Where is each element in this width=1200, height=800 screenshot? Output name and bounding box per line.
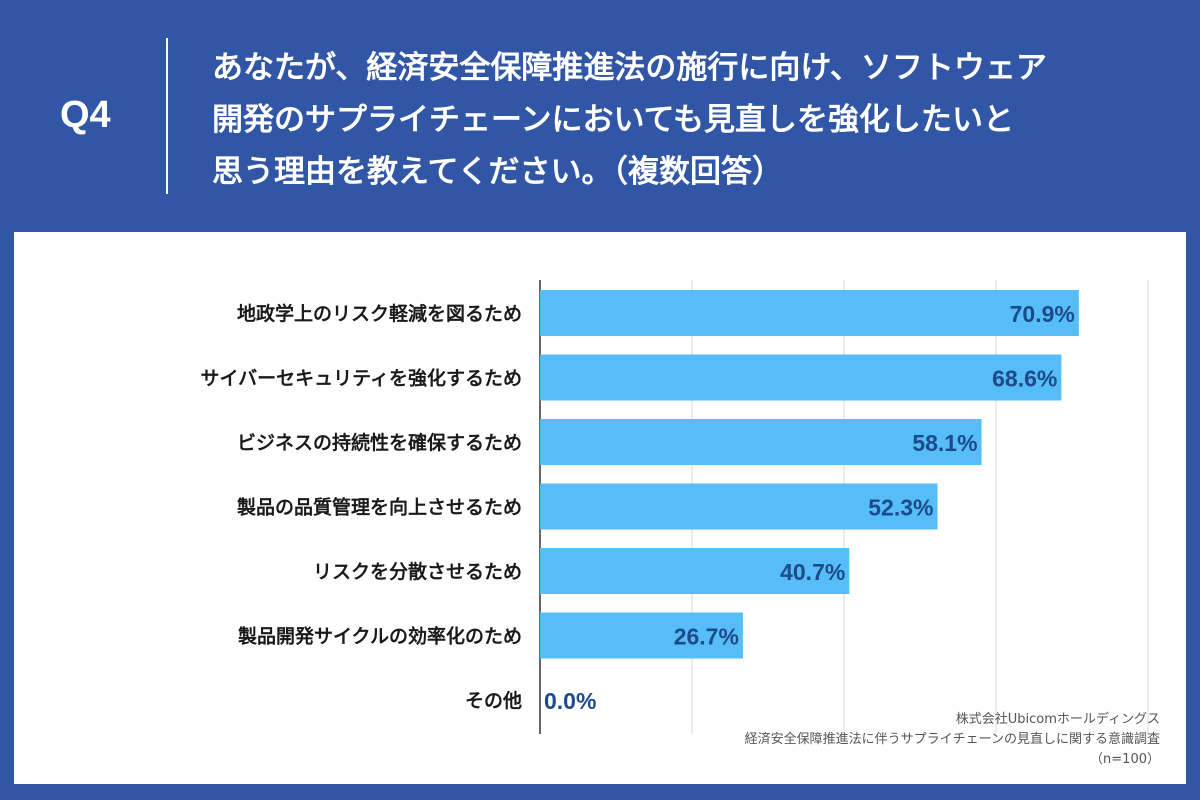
labels: 地政学上のリスク軽減を図るため 70.9% サイバーセキュリティを強化するため 68.… xyxy=(201,301,1075,714)
source-note: 株式会社Ubicomホールディングス 経済安全保障推進法に伴うサプライチェーンの… xyxy=(745,710,1160,770)
value-label: 70.9% xyxy=(1010,301,1075,327)
value-label: 52.3% xyxy=(868,495,933,521)
value-label: 68.6% xyxy=(992,366,1057,392)
category-label: 製品開発サイクルの効率化のため xyxy=(237,625,522,648)
value-label: 26.7% xyxy=(674,624,739,650)
bar-chart: 地政学上のリスク軽減を図るため 70.9% サイバーセキュリティを強化するため 68.… xyxy=(201,280,1149,734)
value-label: 0.0% xyxy=(544,688,596,714)
bar xyxy=(540,483,938,530)
question-number: Q4 xyxy=(60,94,111,136)
value-label: 58.1% xyxy=(912,430,977,456)
source-sample: （n=100） xyxy=(1090,752,1160,767)
bars xyxy=(540,290,1079,659)
category-label: その他 xyxy=(465,689,522,712)
category-label: 地政学上のリスク軽減を図るため xyxy=(237,302,522,325)
source-survey: 経済安全保障推進法に伴うサプライチェーンの見直しに関する意識調査 xyxy=(744,732,1160,747)
question-header: Q4 あなたが、経済安全保障推進法の施行に向け、ソフトウェア 開発のサプライチェ… xyxy=(0,0,1200,232)
bar xyxy=(540,419,982,465)
bar xyxy=(540,548,850,594)
question-line: 思う理由を教えてください。（複数回答） xyxy=(212,154,784,190)
bar xyxy=(540,354,1062,401)
bar xyxy=(540,612,743,659)
question-line: 開発のサプライチェーンにおいても見直しを強化したいと xyxy=(212,102,1014,138)
category-label: ビジネスの持続性を確保するため xyxy=(237,431,522,454)
category-label: サイバーセキュリティを強化するため xyxy=(201,367,522,390)
category-label: 製品の品質管理を向上させるため xyxy=(236,496,522,519)
chart-panel: 地政学上のリスク軽減を図るため 70.9% サイバーセキュリティを強化するため 68.… xyxy=(14,232,1186,784)
header-divider xyxy=(166,38,168,194)
question-text: あなたが、経済安全保障推進法の施行に向け、ソフトウェア 開発のサプライチェーンに… xyxy=(212,42,1172,198)
category-label: リスクを分散させるため xyxy=(313,560,522,583)
source-company: 株式会社Ubicomホールディングス xyxy=(955,712,1160,727)
bar xyxy=(540,290,1079,336)
value-label: 40.7% xyxy=(780,559,845,585)
question-line: あなたが、経済安全保障推進法の施行に向け、ソフトウェア xyxy=(212,50,1047,86)
